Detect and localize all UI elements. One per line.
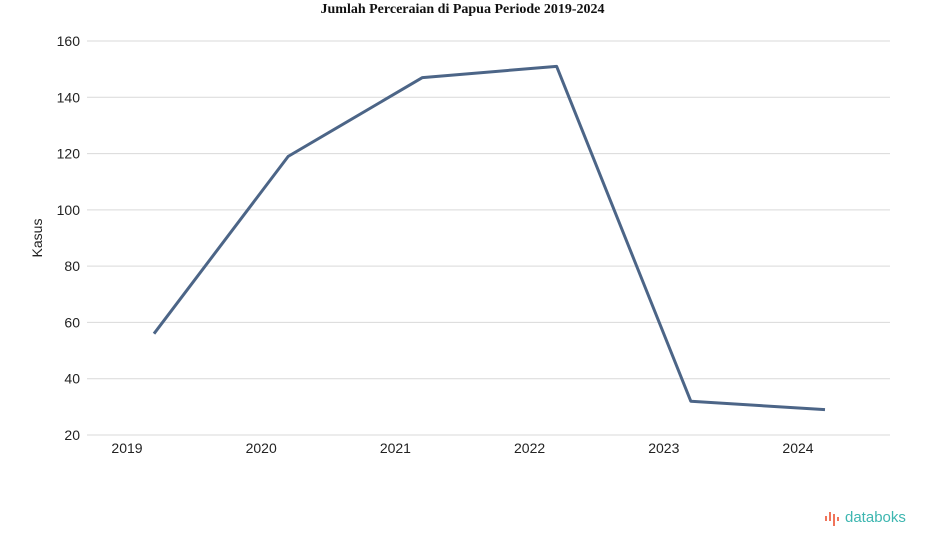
y-axis-ticks: 20 40 60 80 100 120 140 160: [57, 33, 81, 443]
x-tick-label: 2019: [111, 440, 142, 456]
y-tick-label: 20: [64, 427, 80, 443]
y-tick-label: 120: [57, 146, 81, 162]
x-tick-label: 2023: [648, 440, 679, 456]
databoks-brand: databoks: [824, 509, 906, 526]
y-tick-label: 60: [64, 314, 80, 330]
series-layer: [152, 64, 826, 412]
y-axis-label: Kasus: [29, 219, 45, 258]
x-axis-ticks: 2019 2020 2021 2022 2023 2024: [111, 440, 813, 456]
y-tick-label: 80: [64, 258, 80, 274]
x-tick-label: 2020: [246, 440, 277, 456]
databoks-logo-icon: [825, 511, 839, 526]
y-tick-label: 160: [57, 33, 81, 49]
series-line-0: [152, 64, 826, 412]
gridlines: [87, 40, 890, 436]
brand-name: databoks: [845, 509, 906, 526]
chart-title: Jumlah Perceraian di Papua Periode 2019-…: [320, 2, 605, 17]
x-tick-label: 2024: [782, 440, 813, 456]
y-tick-label: 100: [57, 202, 81, 218]
x-tick-label: 2021: [380, 440, 411, 456]
y-tick-label: 40: [64, 371, 80, 387]
x-tick-label: 2022: [514, 440, 545, 456]
y-tick-label: 140: [57, 89, 81, 105]
